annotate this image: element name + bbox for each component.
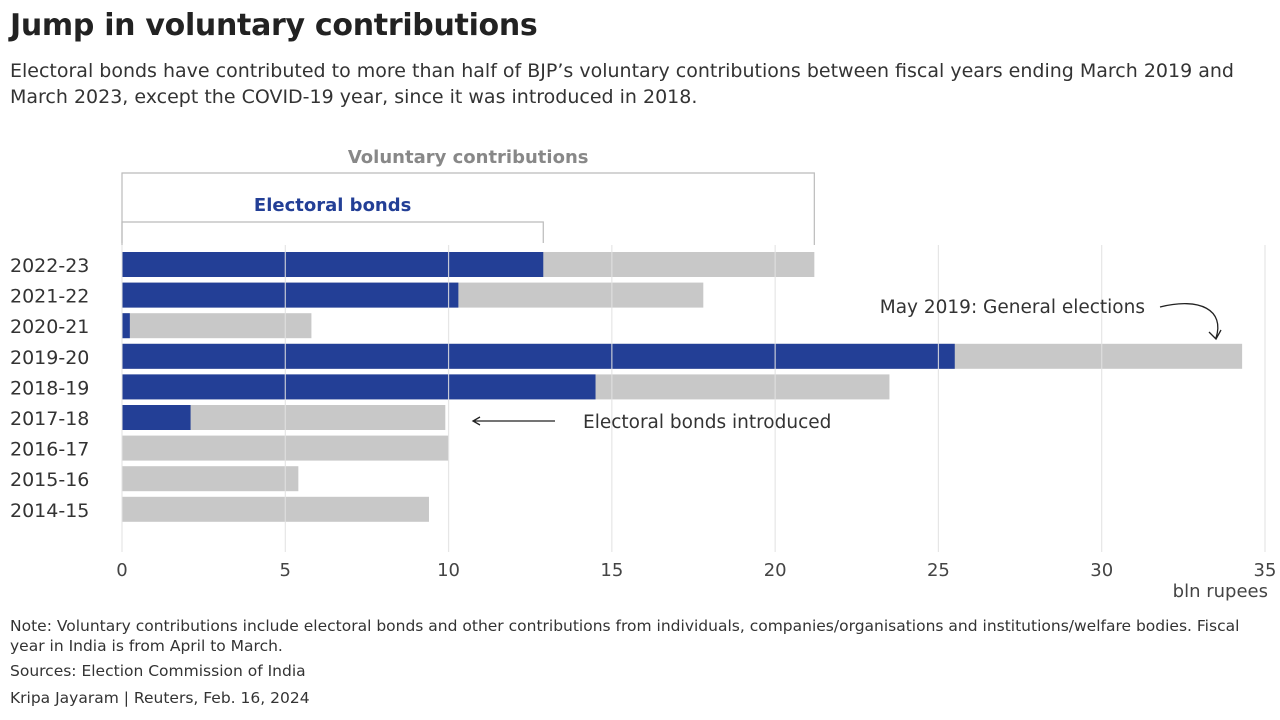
x-tick-label: 15 (600, 560, 623, 581)
voluntary-bracket (121, 172, 815, 245)
category-label: 2016-17 (10, 439, 89, 461)
chart-subtitle: Electoral bonds have contributed to more… (10, 60, 1234, 108)
x-tick-label: 20 (764, 560, 787, 581)
category-label: 2015-16 (10, 469, 89, 491)
x-tick-label: 10 (437, 560, 460, 581)
note: Note: Voluntary contributions include el… (10, 617, 1240, 655)
category-label: 2017-18 (10, 408, 89, 430)
bar-electoral-bonds (122, 252, 544, 277)
bar-electoral-bonds (122, 313, 130, 339)
bar-voluntary (122, 466, 299, 492)
bar-electoral-bonds (122, 374, 596, 400)
bar-electoral-bonds (122, 343, 955, 369)
annotation-elections: May 2019: General elections (880, 297, 1145, 318)
category-label: 2019-20 (10, 347, 89, 369)
category-label: 2022-23 (10, 255, 89, 277)
bar-electoral-bonds (122, 405, 191, 430)
legend-electoral-bonds: Electoral bonds (254, 195, 411, 216)
category-label: 2021-22 (10, 286, 89, 308)
x-axis-label: bln rupees (1173, 581, 1268, 602)
electoral-bracket (121, 221, 544, 243)
x-tick-label: 5 (280, 560, 291, 581)
arrow-icon (1159, 303, 1222, 341)
arrow-icon (471, 416, 555, 426)
category-label: 2014-15 (10, 500, 89, 522)
x-tick-label: 0 (116, 560, 127, 581)
category-label: 2018-19 (10, 377, 89, 399)
bar-voluntary (122, 496, 429, 522)
category-label: 2020-21 (10, 316, 89, 338)
bar-electoral-bonds (122, 282, 459, 308)
credit: Kripa Jayaram | Reuters, Feb. 16, 2024 (10, 689, 310, 707)
annotation-bonds: Electoral bonds introduced (583, 412, 831, 433)
x-tick-label: 35 (1254, 560, 1277, 581)
sources: Sources: Election Commission of India (10, 662, 306, 680)
x-tick-label: 30 (1090, 560, 1113, 581)
chart-title: Jump in voluntary contributions (10, 8, 538, 43)
x-tick-label: 25 (927, 560, 950, 581)
legend-voluntary: Voluntary contributions (348, 147, 589, 168)
bar-voluntary (122, 313, 312, 339)
